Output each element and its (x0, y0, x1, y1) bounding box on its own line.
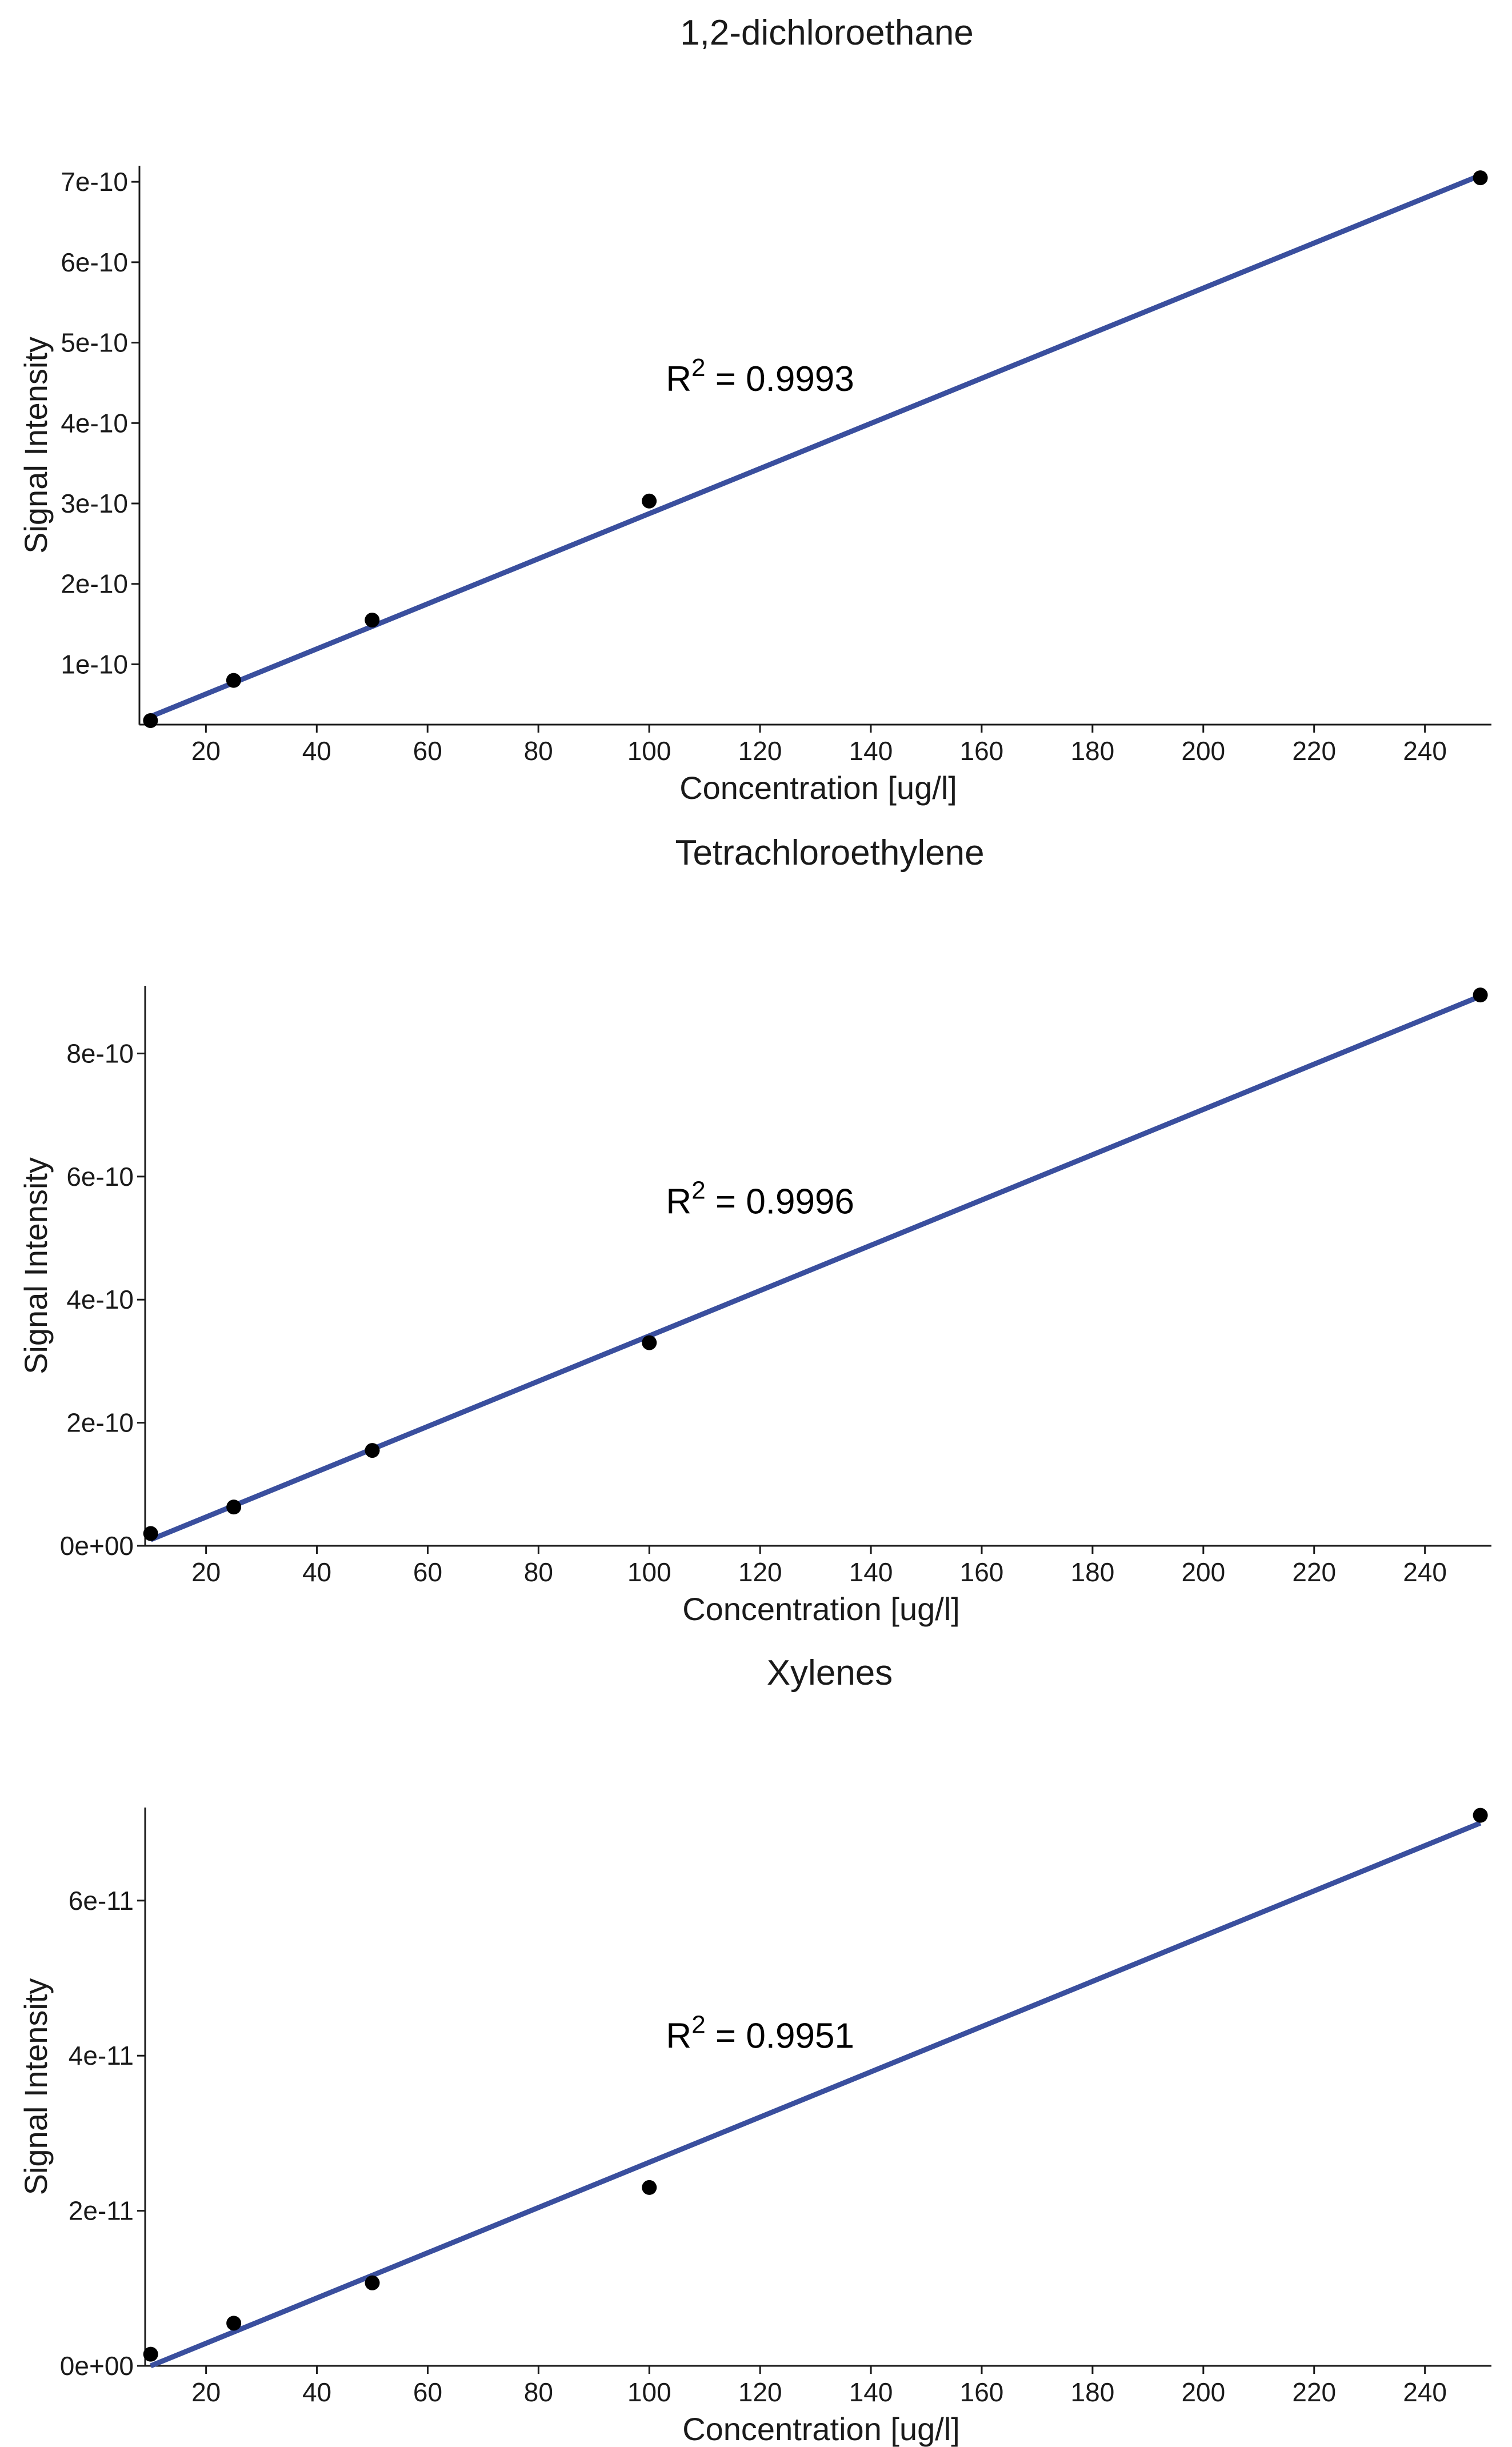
x-tick-label: 100 (627, 736, 671, 766)
chart-title: Tetrachloroethylene (675, 833, 984, 873)
chart-panel-1: 1,2-dichloroethane 20 40 60 80 100 120 140 160 18… (18, 13, 1491, 806)
data-point (365, 2275, 380, 2290)
fit-line (149, 1820, 1482, 2369)
x-tick-label: 240 (1403, 736, 1447, 766)
x-tick-label: 240 (1403, 1557, 1447, 1587)
x-tick-label: 200 (1181, 1557, 1225, 1587)
y-tick-label: 4e-10 (61, 408, 128, 438)
r-squared-value: = 0.9951 (706, 2017, 854, 2056)
x-tick-label: 40 (302, 1557, 331, 1587)
x-tick-label: 80 (524, 2377, 553, 2407)
x-tick-label: 80 (524, 1557, 553, 1587)
x-tick-label: 160 (960, 1557, 1004, 1587)
y-axis-label: Signal Intensity (18, 337, 54, 554)
x-tick-label: 40 (302, 736, 331, 766)
data-point (143, 713, 158, 728)
chart-panel-3: Xylenes 20 40 60 80 100 120 140 160 180 200 220 240 0… (18, 1653, 1491, 2447)
x-tick-label: 160 (960, 2377, 1004, 2407)
y-tick-label: 6e-10 (66, 1162, 134, 1191)
y-tick-label: 0e+00 (60, 2351, 134, 2381)
y-tick-label: 4e-10 (66, 1285, 134, 1314)
chart-panel-2: Tetrachloroethylene 20 40 60 80 100 120 140 160 1… (18, 833, 1491, 1627)
y-tick-label: 5e-10 (61, 328, 128, 358)
y-tick-label: 3e-10 (61, 489, 128, 518)
x-tick-label: 220 (1292, 2377, 1336, 2407)
data-point (642, 2180, 657, 2195)
y-tick-label: 1e-10 (61, 649, 128, 679)
y-tick-label: 7e-10 (61, 167, 128, 197)
x-tick-label: 60 (413, 2377, 442, 2407)
r-squared-value: = 0.9993 (706, 359, 854, 399)
x-tick-label: 140 (849, 736, 893, 766)
chart-title: 1,2-dichloroethane (680, 13, 974, 53)
data-point (1473, 170, 1488, 186)
r-squared-annotation: R2 = 0.9996 (666, 1176, 854, 1221)
x-tick-label: 180 (1071, 2377, 1115, 2407)
data-point (226, 2316, 242, 2331)
y-tick-label: 2e-11 (69, 2196, 134, 2226)
x-tick-label: 140 (849, 2377, 893, 2407)
data-point (365, 1443, 380, 1458)
y-tick-label: 0e+00 (60, 1531, 134, 1561)
x-tick-label: 40 (302, 2377, 331, 2407)
x-tick-label: 180 (1070, 736, 1114, 766)
r-squared-exponent: 2 (691, 1176, 705, 1204)
data-point (143, 2346, 158, 2362)
x-tick-label: 80 (524, 736, 553, 766)
x-tick-label: 220 (1292, 1557, 1336, 1587)
y-tick-label: 8e-10 (66, 1038, 134, 1068)
r-squared-annotation: R2 = 0.9951 (666, 2011, 854, 2056)
x-tick-label: 200 (1181, 2377, 1225, 2407)
x-tick-label: 120 (738, 2377, 782, 2407)
r-squared-annotation: R2 = 0.9993 (666, 354, 854, 399)
data-point (642, 493, 657, 509)
x-tick-label: 20 (191, 2377, 221, 2407)
x-tick-label: 60 (413, 1557, 442, 1587)
data-point (226, 673, 241, 688)
x-tick-label: 20 (191, 736, 221, 766)
r-squared-symbol: R (666, 2017, 691, 2056)
data-point (1473, 987, 1488, 1003)
x-tick-label: 100 (627, 1557, 671, 1587)
x-tick-label: 220 (1292, 736, 1336, 766)
x-axis-label: Concentration [ug/l] (682, 1591, 960, 1627)
r-squared-value: = 0.9996 (706, 1182, 854, 1221)
chart-title: Xylenes (767, 1653, 893, 1693)
data-point (642, 1335, 657, 1350)
x-axis-label: Concentration [ug/l] (682, 2411, 960, 2447)
r-squared-exponent: 2 (691, 2011, 705, 2039)
x-tick-label: 160 (960, 736, 1004, 766)
x-tick-label: 240 (1403, 2377, 1447, 2407)
data-point (226, 1500, 242, 1515)
x-tick-label: 140 (849, 1557, 893, 1587)
x-tick-label: 200 (1181, 736, 1225, 766)
x-tick-label: 120 (738, 1557, 782, 1587)
y-axis-label: Signal Intensity (18, 1157, 54, 1374)
x-tick-label: 20 (191, 1557, 221, 1587)
x-tick-label: 180 (1071, 1557, 1115, 1587)
y-tick-label: 2e-10 (61, 569, 128, 599)
data-point (143, 1526, 158, 1541)
y-tick-label: 2e-10 (66, 1408, 134, 1438)
y-axis-label: Signal Intensity (18, 1978, 54, 2196)
data-point (365, 613, 380, 628)
r-squared-symbol: R (666, 1182, 691, 1221)
fit-line (149, 994, 1482, 1542)
r-squared-symbol: R (666, 359, 691, 399)
fit-line (149, 173, 1482, 719)
x-tick-label: 120 (738, 736, 782, 766)
y-tick-label: 6e-11 (69, 1886, 134, 1916)
data-point (1473, 1808, 1488, 1823)
y-tick-label: 6e-10 (61, 247, 128, 277)
r-squared-exponent: 2 (691, 354, 705, 382)
x-tick-label: 60 (413, 736, 442, 766)
x-tick-label: 100 (627, 2377, 671, 2407)
y-tick-label: 4e-11 (69, 2041, 134, 2070)
x-axis-label: Concentration [ug/l] (679, 770, 957, 806)
